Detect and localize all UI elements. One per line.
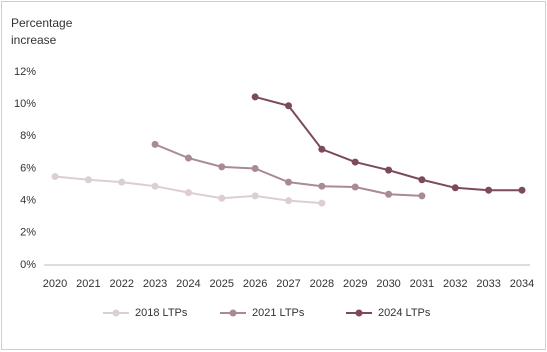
data-point [418,192,426,200]
legend-label: 2021 LTPs [252,307,305,319]
data-point [184,154,192,162]
data-point [318,182,326,190]
y-tick-label: 4% [20,195,36,207]
x-tick-label: 2034 [510,278,534,290]
data-point [218,163,226,171]
x-tick-label: 2027 [276,278,300,290]
y-tick-label: 12% [14,66,36,78]
legend-marker [112,309,120,317]
x-tick-label: 2023 [143,278,167,290]
x-tick-label: 2029 [343,278,367,290]
legend-label: 2018 LTPs [135,307,188,319]
series-line [154,143,422,197]
data-point [285,197,292,205]
legend-marker [355,309,363,317]
data-point [118,178,126,186]
x-tick-label: 2028 [310,278,334,290]
y-axis-label: Percentage increase [11,16,73,47]
data-point [251,192,259,200]
data-point [251,93,259,101]
y-tick-label: 6% [20,162,36,174]
x-tick-label: 2026 [243,278,267,290]
data-point [318,199,326,207]
data-point [151,182,159,190]
data-point [385,190,393,198]
data-point [285,178,292,186]
series-line [254,95,522,192]
data-point [418,176,426,184]
x-tick-label: 2021 [76,278,100,290]
legend-label: 2024 LTPs [378,307,431,319]
data-point [285,102,292,110]
data-point [351,183,359,191]
x-tick-label: 2020 [43,278,67,290]
data-point [184,189,192,197]
data-point [451,184,459,192]
x-tick-label: 2032 [443,278,467,290]
data-point [251,165,259,172]
x-tick-label: 2030 [376,278,400,290]
data-point [51,173,59,181]
y-tick-label: 0% [20,259,36,271]
data-point [218,194,226,202]
data-point [351,158,359,166]
x-tick-label: 2024 [176,278,200,290]
data-point [151,140,159,148]
data-point [485,186,493,194]
x-tick-label: 2033 [476,278,500,290]
data-point [318,145,326,153]
x-tick-label: 2031 [410,278,434,290]
y-tick-label: 2% [20,227,36,239]
data-point [385,166,393,174]
data-point [84,176,92,184]
legend-marker [229,309,237,317]
data-point [518,186,526,194]
x-tick-label: 2022 [109,278,133,290]
y-tick-label: 10% [14,98,36,110]
y-tick-label: 8% [20,130,36,142]
x-tick-label: 2025 [210,278,234,290]
